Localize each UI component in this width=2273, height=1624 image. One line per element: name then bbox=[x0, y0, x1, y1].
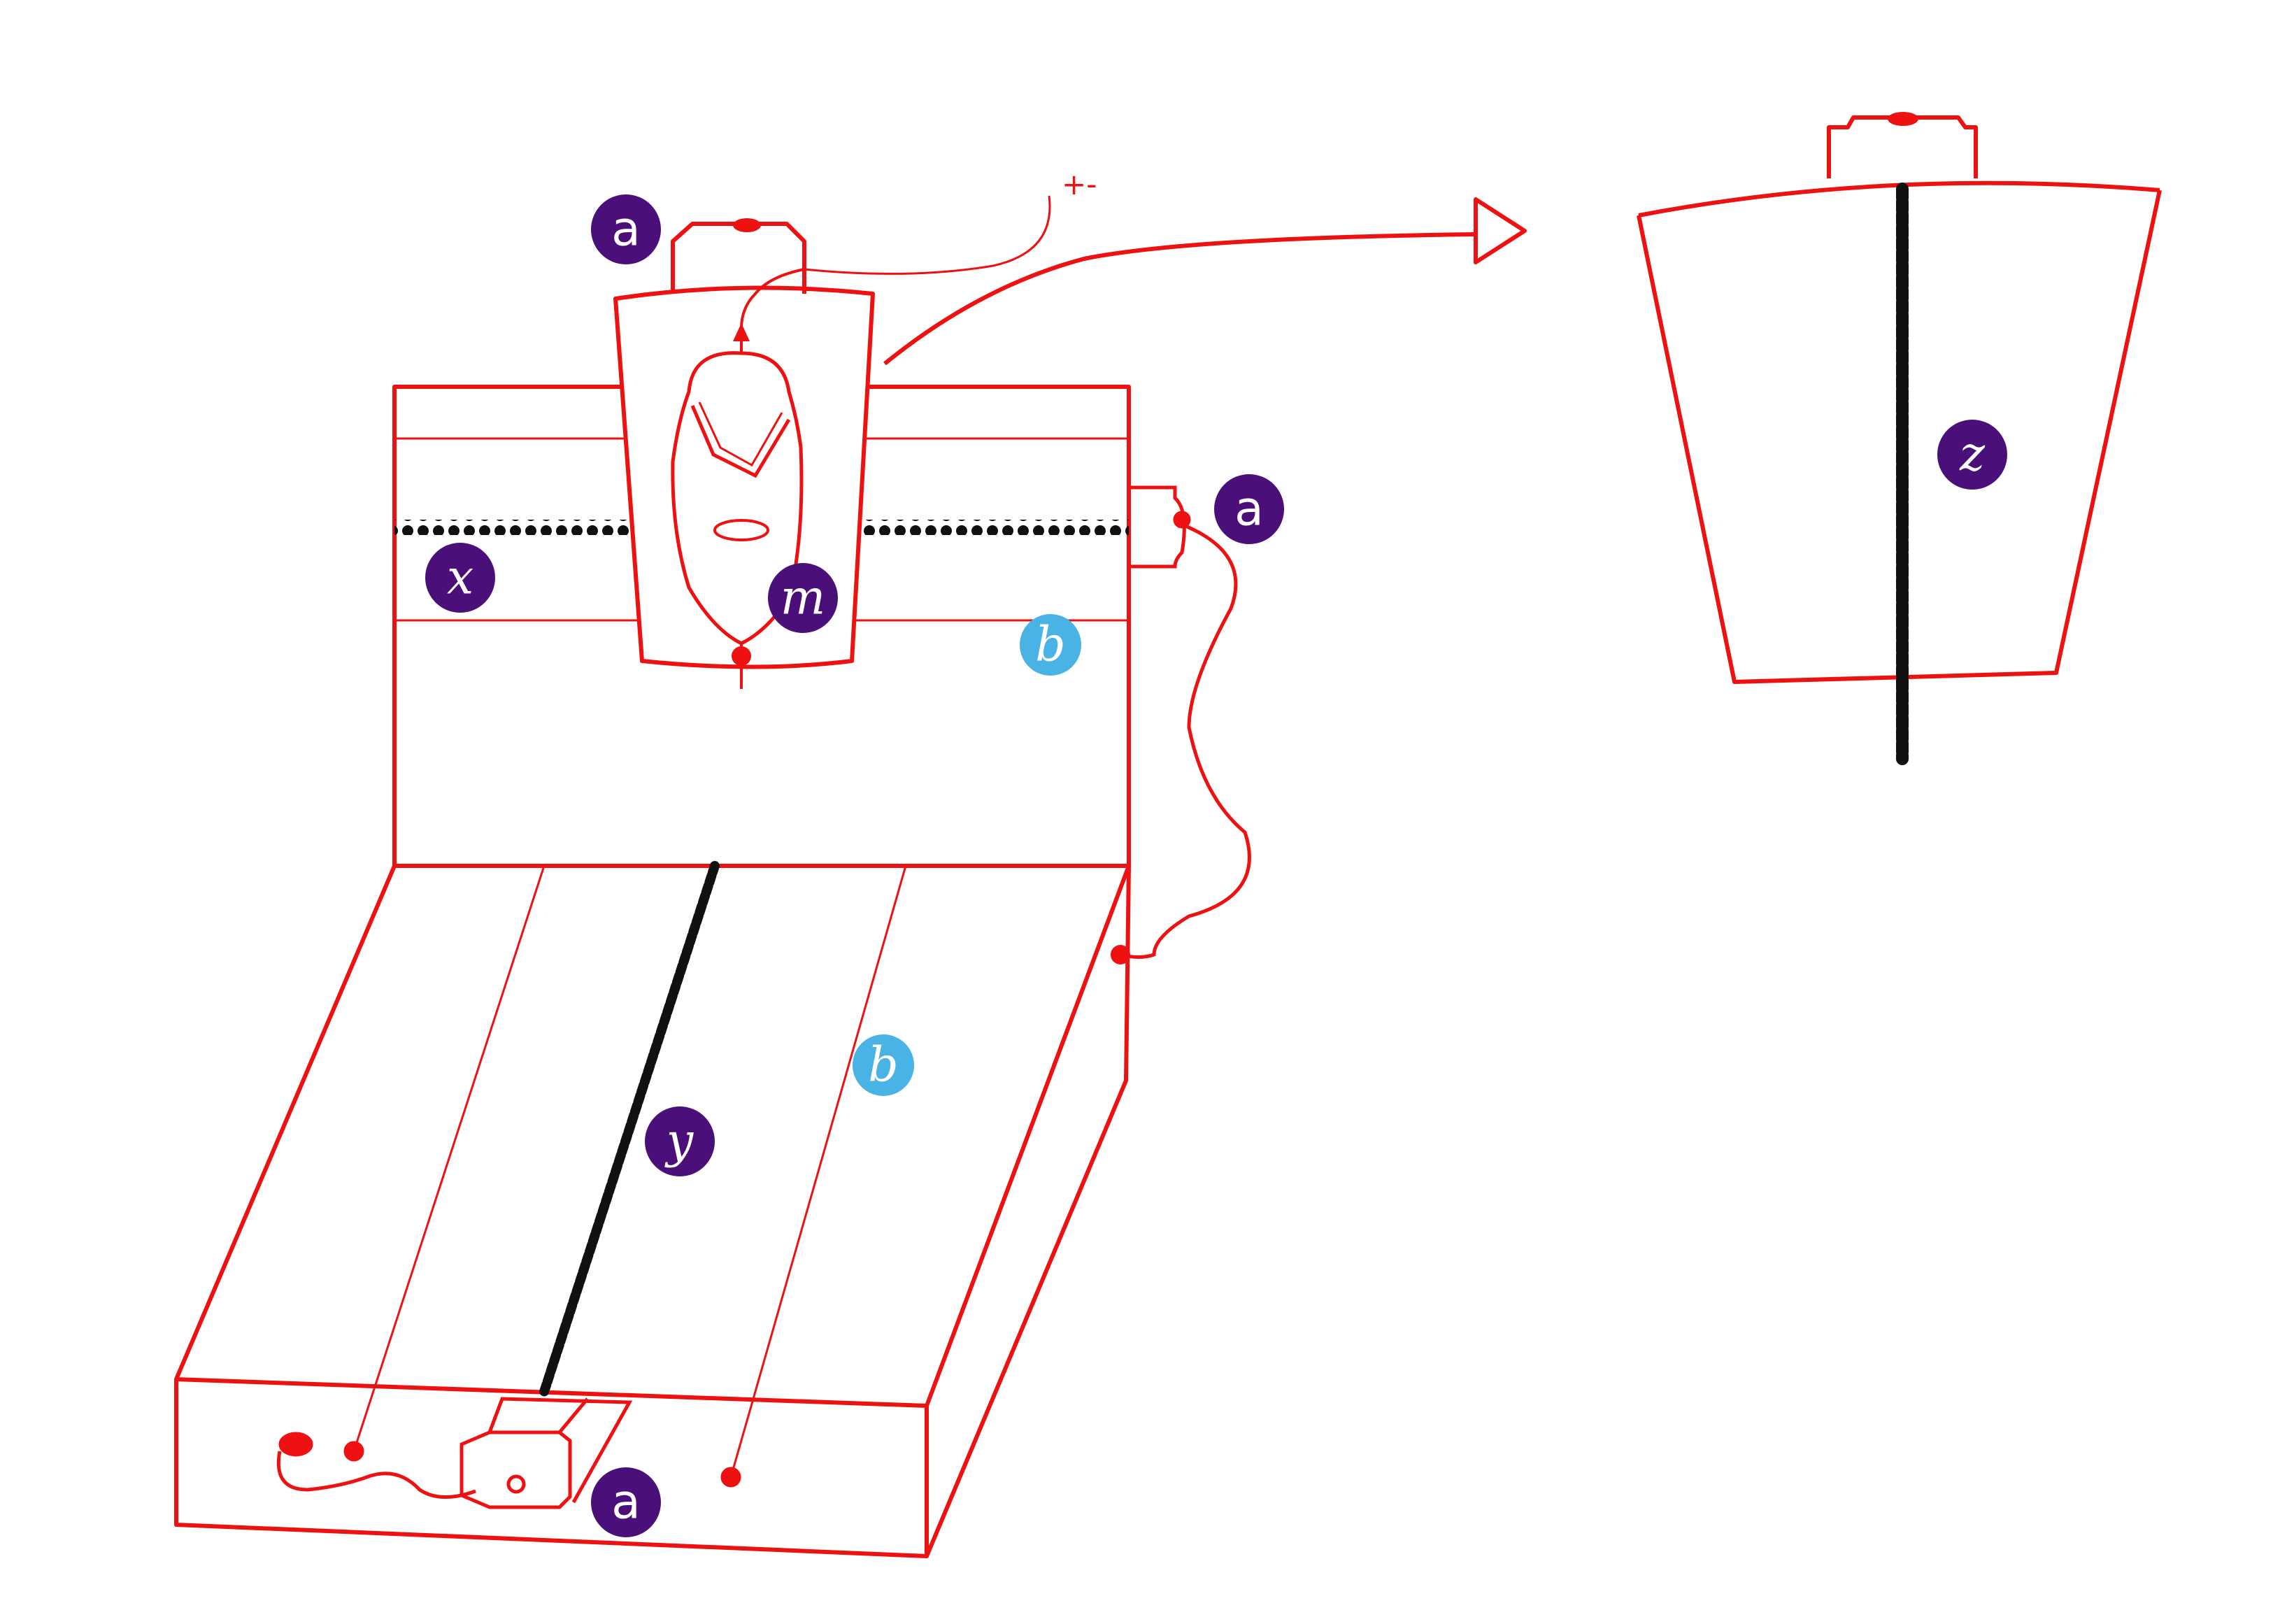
svg-text:b: b bbox=[868, 1038, 899, 1093]
label-badges: a a a m x y z b bbox=[425, 194, 2007, 1537]
label-mouse: m bbox=[768, 563, 838, 633]
svg-text:a: a bbox=[1234, 482, 1264, 537]
label-rail-lower: b bbox=[853, 1034, 914, 1096]
mouse-tool bbox=[671, 268, 805, 689]
top-motor-dot bbox=[733, 218, 761, 232]
machine-bed bbox=[174, 864, 1131, 1558]
z-motor-dot bbox=[1888, 112, 1918, 126]
label-rail-upper: b bbox=[1020, 614, 1081, 676]
side-cable-end bbox=[1111, 945, 1130, 964]
svg-text:a: a bbox=[611, 202, 641, 257]
svg-text:b: b bbox=[1035, 618, 1066, 673]
svg-text:z: z bbox=[1959, 427, 1986, 483]
label-motor-bottom: a bbox=[591, 1467, 661, 1537]
power-wire bbox=[804, 195, 1051, 275]
detail-arrow bbox=[883, 197, 1527, 366]
side-cable bbox=[1120, 522, 1251, 959]
x-axis-chain bbox=[394, 520, 1129, 535]
label-motor-right: a bbox=[1214, 474, 1284, 544]
svg-text:x: x bbox=[447, 550, 473, 606]
label-x-axis: x bbox=[425, 543, 495, 613]
svg-text:y: y bbox=[664, 1114, 694, 1169]
svg-text:m: m bbox=[781, 571, 825, 626]
tool-tip-bottom bbox=[732, 646, 751, 666]
svg-text:a: a bbox=[611, 1475, 641, 1530]
wire-polarity-note: +- bbox=[1062, 167, 1097, 201]
y-axis-chain bbox=[539, 861, 720, 1397]
label-z-axis: z bbox=[1937, 420, 2007, 490]
gantry-side-motor bbox=[1129, 485, 1191, 569]
tool-tip-top bbox=[733, 323, 750, 341]
label-motor-top: a bbox=[591, 194, 661, 264]
bed-front-details bbox=[276, 1397, 741, 1509]
label-y-axis: y bbox=[645, 1106, 715, 1176]
